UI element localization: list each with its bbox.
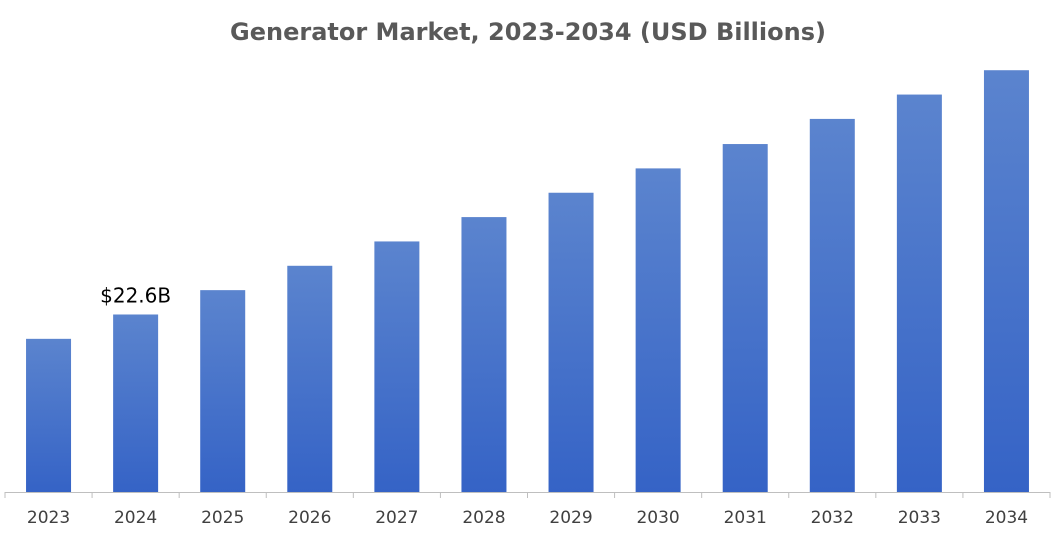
bar-2029 <box>548 192 594 492</box>
bar-2032 <box>809 118 855 492</box>
bar-2024 <box>113 314 159 492</box>
x-tick-label-2026: 2026 <box>288 508 331 528</box>
x-tick-label-2033: 2033 <box>898 508 941 528</box>
x-tick-label-2028: 2028 <box>462 508 505 528</box>
bar-2028 <box>461 217 507 492</box>
x-tick-label-2025: 2025 <box>201 508 244 528</box>
x-tick-label-2030: 2030 <box>636 508 679 528</box>
x-tick-label-2034: 2034 <box>985 508 1028 528</box>
bar-2034 <box>983 70 1029 492</box>
x-tick-label-2023: 2023 <box>27 508 70 528</box>
data-label-2024: $22.6B <box>100 283 171 307</box>
bar-2027 <box>374 241 420 492</box>
bar-2026 <box>287 265 333 492</box>
bar-2033 <box>896 94 942 492</box>
bar-2023 <box>26 338 72 492</box>
bar-2025 <box>200 290 246 492</box>
x-tick-label-2029: 2029 <box>549 508 592 528</box>
x-tick-label-2032: 2032 <box>811 508 854 528</box>
x-tick-label-2024: 2024 <box>114 508 157 528</box>
chart-title: Generator Market, 2023-2034 (USD Billion… <box>230 18 826 46</box>
x-tick-label-2027: 2027 <box>375 508 418 528</box>
bar-2030 <box>635 168 681 492</box>
x-tick-label-2031: 2031 <box>724 508 767 528</box>
bar-2031 <box>722 144 768 492</box>
